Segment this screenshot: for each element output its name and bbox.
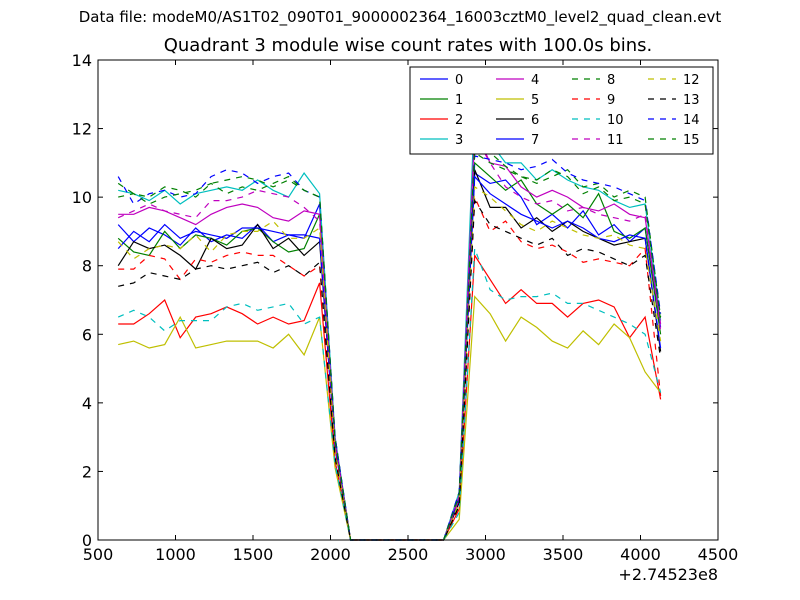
legend-label-4: 4	[531, 73, 539, 88]
chart-title: Quadrant 3 module wise count rates with …	[163, 35, 653, 56]
x-tick-label: 4000	[620, 545, 661, 564]
legend-label-1: 1	[455, 93, 463, 108]
x-tick-label: 500	[83, 545, 114, 564]
x-tick-label: 2000	[310, 545, 351, 564]
legend-label-15: 15	[683, 133, 700, 148]
legend-label-11: 11	[607, 133, 624, 148]
y-tick-label: 10	[72, 188, 92, 207]
legend-label-7: 7	[531, 133, 539, 148]
y-tick-label: 2	[82, 462, 92, 481]
y-tick-label: 14	[72, 51, 92, 70]
y-tick-label: 12	[72, 120, 92, 139]
y-tick-label: 8	[82, 257, 92, 276]
y-tick-label: 4	[82, 394, 92, 413]
x-tick-label: 1000	[155, 545, 196, 564]
legend-label-10: 10	[607, 113, 624, 128]
legend-label-5: 5	[531, 93, 539, 108]
legend-label-9: 9	[607, 93, 615, 108]
legend-label-2: 2	[455, 113, 463, 128]
y-tick-label: 0	[82, 531, 92, 550]
x-tick-label: 3000	[465, 545, 506, 564]
series-line-15	[118, 144, 662, 541]
y-tick-label: 6	[82, 325, 92, 344]
suptitle: Data file: modeM0/AS1T02_090T01_90000023…	[78, 8, 722, 26]
legend-label-13: 13	[683, 93, 700, 108]
axes-layer: 500 1000 1500 2000 2500 3000 3500 4000 4500 0 2 4 6 8…	[72, 51, 739, 584]
x-tick-label: 2500	[388, 545, 429, 564]
legend-label-6: 6	[531, 113, 539, 128]
legend-label-14: 14	[683, 113, 700, 128]
x-tick-label: 3500	[543, 545, 584, 564]
x-offset-label: +2.74523e8	[618, 565, 718, 584]
x-tick-label: 1500	[233, 545, 274, 564]
series-line-11	[117, 133, 662, 541]
legend-label-3: 3	[455, 133, 463, 148]
x-tick-label: 4500	[698, 545, 739, 564]
legend-label-8: 8	[607, 73, 615, 88]
legend-label-12: 12	[683, 73, 700, 88]
legend-label-0: 0	[455, 73, 463, 88]
